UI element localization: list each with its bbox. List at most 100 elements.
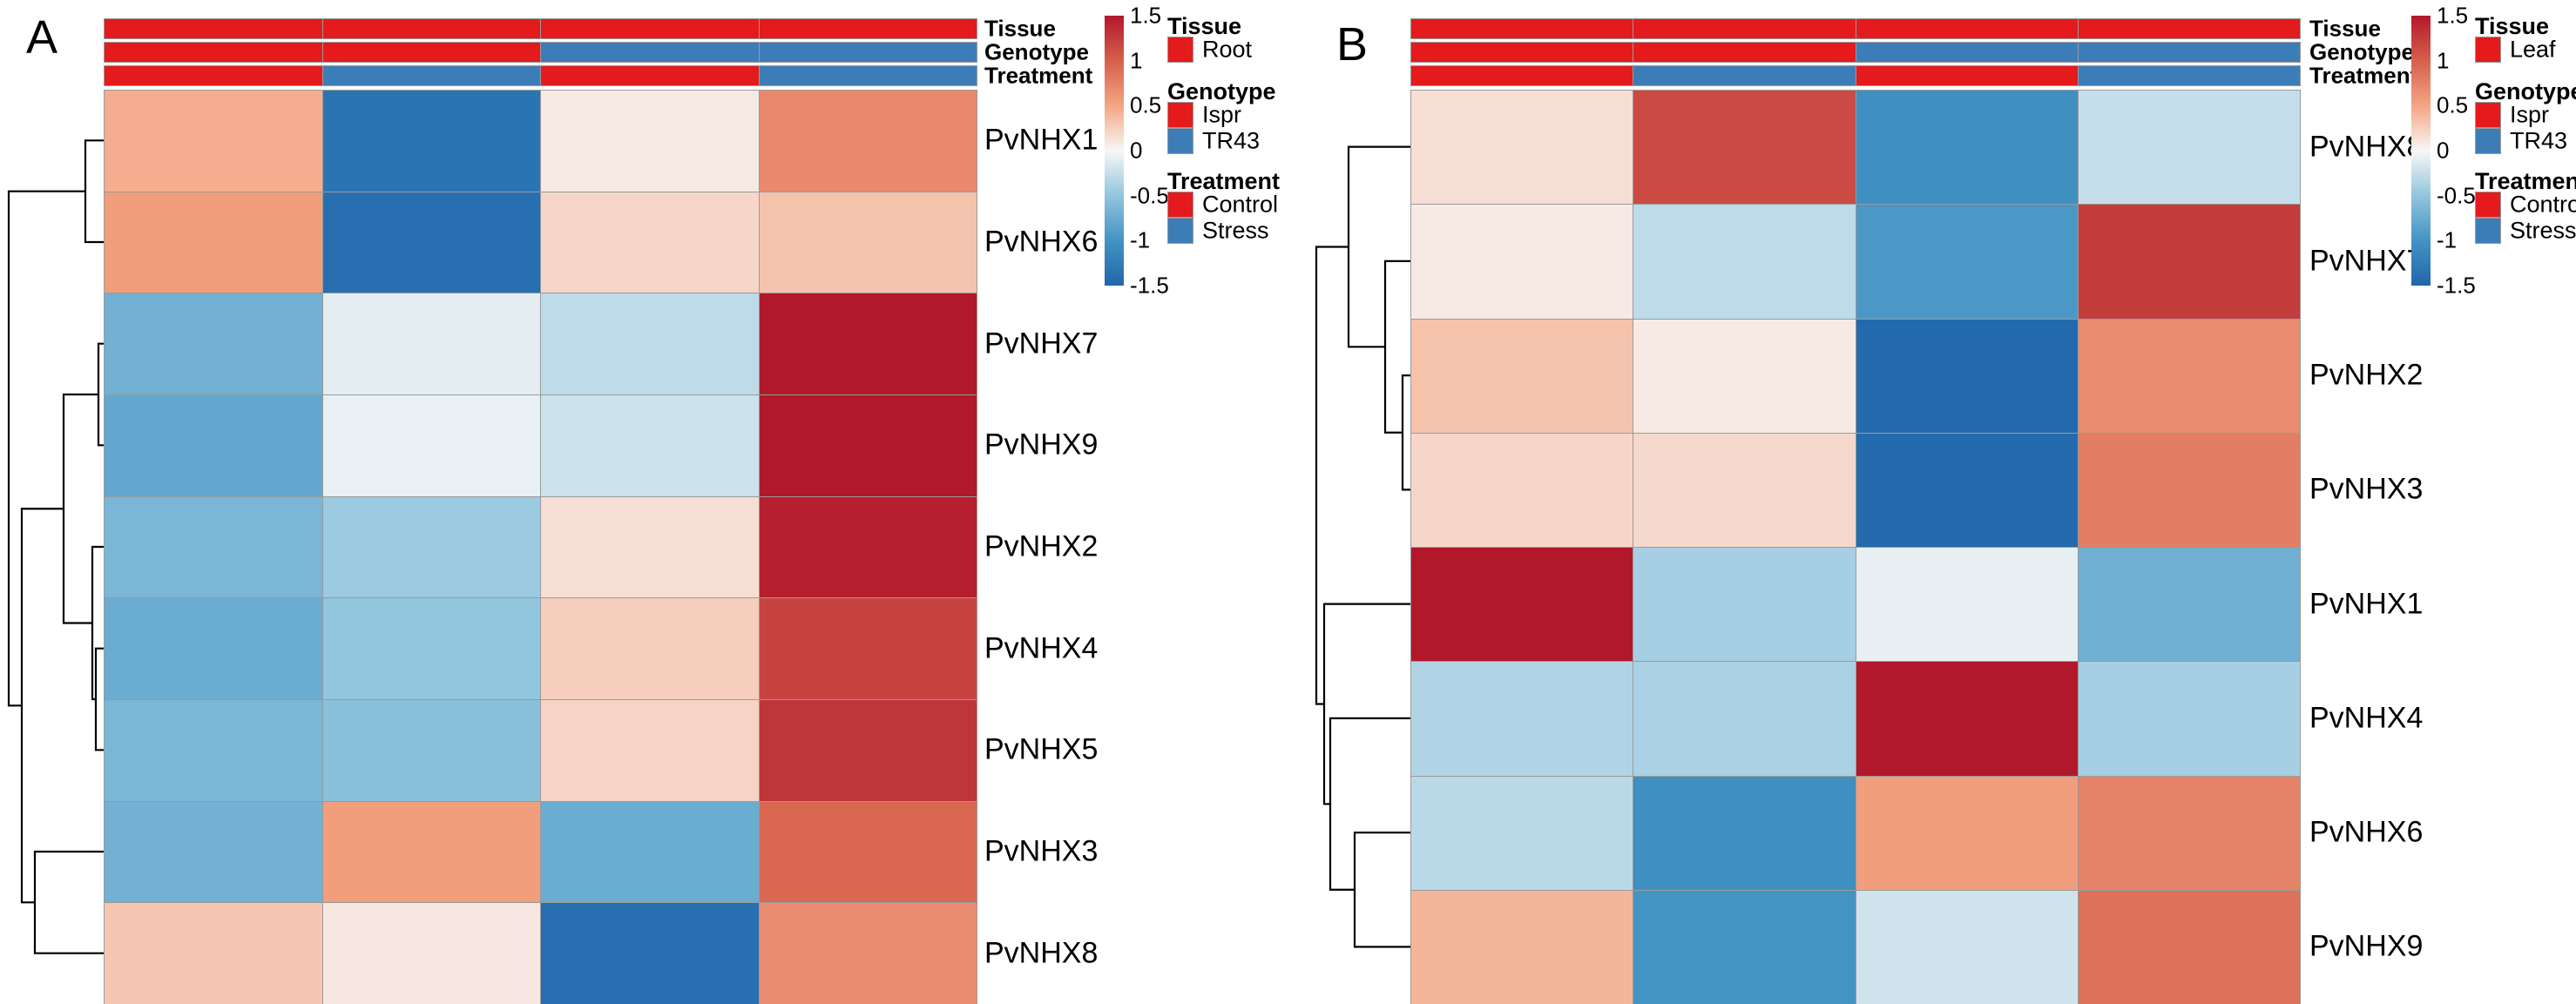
- annotation-cell-treatment: [1633, 65, 1856, 86]
- annotation-cell-tissue: [758, 18, 977, 39]
- heatmap-cell: [1633, 318, 1856, 434]
- heatmap-cell: [2077, 661, 2301, 777]
- annotation-cell-treatment: [1410, 65, 1634, 86]
- heatmap-cell: [1855, 90, 2079, 206]
- annotation-cell-tissue: [1410, 18, 1634, 39]
- heatmap-cell: [321, 597, 541, 700]
- row-label: PvNHX1: [2309, 587, 2424, 621]
- annotation-cell-treatment: [758, 65, 977, 86]
- annotation-cell-treatment: [321, 65, 541, 86]
- legend-item-label: Stress: [2510, 217, 2576, 244]
- legend-item-label: Stress: [1202, 217, 1269, 244]
- heatmap-cell: [758, 394, 977, 497]
- annotation-cell-tissue: [104, 18, 323, 39]
- annotation-cell-genotype: [321, 42, 541, 63]
- legend-title-treatment: Treatment: [1167, 168, 1281, 194]
- annotation-row-label: Tissue: [984, 15, 1056, 42]
- heatmap-cell: [1633, 90, 1856, 206]
- row-label: PvNHX7: [984, 327, 1099, 360]
- heatmap-cell: [540, 800, 760, 904]
- heatmap-cell: [758, 90, 977, 192]
- heatmap-cell: [1855, 318, 2079, 434]
- colorbar-tick-label: -1: [2437, 226, 2458, 253]
- legend-item-label: Ispr: [1202, 101, 1242, 128]
- heatmap-cell: [321, 699, 541, 802]
- legend-title-treatment: Treatment: [2475, 168, 2576, 194]
- heatmap-cell: [1633, 775, 1856, 891]
- annotation-cell-treatment: [104, 65, 323, 86]
- legend-swatch-stress: [2475, 218, 2501, 244]
- heatmap-cell: [2077, 889, 2301, 1004]
- heatmap-cell: [1410, 775, 1634, 891]
- heatmap-cell: [1855, 204, 2079, 320]
- panel-b-label: B: [1336, 18, 1369, 71]
- heatmap-cell: [540, 90, 760, 192]
- heatmap-cell: [1633, 547, 1856, 663]
- dendrogram-branch: [7, 190, 85, 707]
- row-label: PvNHX5: [984, 732, 1099, 766]
- dendrogram-branch: [33, 850, 104, 954]
- heatmap-cell: [758, 597, 977, 700]
- annotation-row-label: Tissue: [2309, 15, 2381, 42]
- heatmap-cell: [540, 902, 760, 1004]
- dendrogram-branch: [20, 508, 64, 904]
- heatmap-cell: [1855, 661, 2079, 777]
- annotation-cell-tissue: [321, 18, 541, 39]
- row-label: PvNHX2: [2309, 358, 2424, 392]
- annotation-cell-tissue: [2077, 18, 2301, 39]
- heatmap-cell: [104, 293, 323, 395]
- heatmap-cell: [2077, 775, 2301, 891]
- heatmap-cell: [540, 699, 760, 802]
- dendrogram-branch: [1347, 145, 1410, 348]
- heatmap-cell: [104, 90, 323, 192]
- heatmap-cell: [104, 800, 323, 904]
- heatmap-cell: [2077, 318, 2301, 434]
- heatmap-cell: [1855, 547, 2079, 663]
- dendrogram-branch: [1353, 832, 1410, 948]
- legend-item-label: Control: [2510, 191, 2576, 218]
- legend-item-label: Control: [1202, 191, 1279, 218]
- heatmap-cell: [1855, 775, 2079, 891]
- heatmap-cell: [758, 699, 977, 802]
- legend-swatch-leaf: [2475, 37, 2501, 63]
- colorbar-tick-label: 0.5: [2437, 91, 2469, 118]
- heatmap-cell: [1410, 90, 1634, 206]
- dendrogram-branch: [1329, 717, 1410, 891]
- heatmap-cell: [2077, 432, 2301, 548]
- dendrogram-branch: [94, 647, 104, 751]
- heatmap-cell: [104, 902, 323, 1004]
- colorbar: [1105, 16, 1124, 286]
- legend-swatch-control: [2475, 192, 2501, 218]
- dendrogram-branch: [1315, 246, 1349, 705]
- colorbar: [2411, 16, 2431, 286]
- colorbar-tick-label: 1: [2437, 47, 2450, 74]
- row-label: PvNHX3: [2309, 472, 2424, 506]
- heatmap-cell: [104, 191, 323, 294]
- annotation-cell-genotype: [1855, 42, 2079, 63]
- row-label: PvNHX4: [2309, 701, 2424, 735]
- legend-item-label: TR43: [2510, 127, 2568, 154]
- dendrogram-branch: [1383, 259, 1410, 434]
- colorbar-tick-label: 1.5: [1130, 2, 1162, 29]
- annotation-cell-genotype: [104, 42, 323, 63]
- row-label: PvNHX9: [2309, 929, 2424, 963]
- annotation-cell-tissue: [1855, 18, 2079, 39]
- colorbar-tick-label: -1.5: [1130, 272, 1169, 299]
- heatmap-cell: [321, 495, 541, 599]
- annotation-cell-genotype: [1410, 42, 1634, 63]
- row-label: PvNHX1: [984, 123, 1099, 157]
- legend-item-label: Leaf: [2510, 36, 2556, 63]
- legend-swatch-tr43: [1167, 128, 1193, 154]
- annotation-cell-genotype: [2077, 42, 2301, 63]
- colorbar-tick-label: -0.5: [1130, 182, 1169, 209]
- row-label: PvNHX2: [984, 529, 1099, 563]
- annotation-cell-genotype: [1633, 42, 1856, 63]
- heatmap-cell: [1410, 204, 1634, 320]
- legend-swatch-ispr: [1167, 102, 1193, 128]
- legend-swatch-tr43: [2475, 128, 2501, 154]
- heatmap-cell: [321, 902, 541, 1004]
- annotation-cell-genotype: [758, 42, 977, 63]
- heatmap-cell: [321, 293, 541, 395]
- dendrogram-branch: [1322, 603, 1410, 805]
- row-label: PvNHX9: [984, 428, 1099, 462]
